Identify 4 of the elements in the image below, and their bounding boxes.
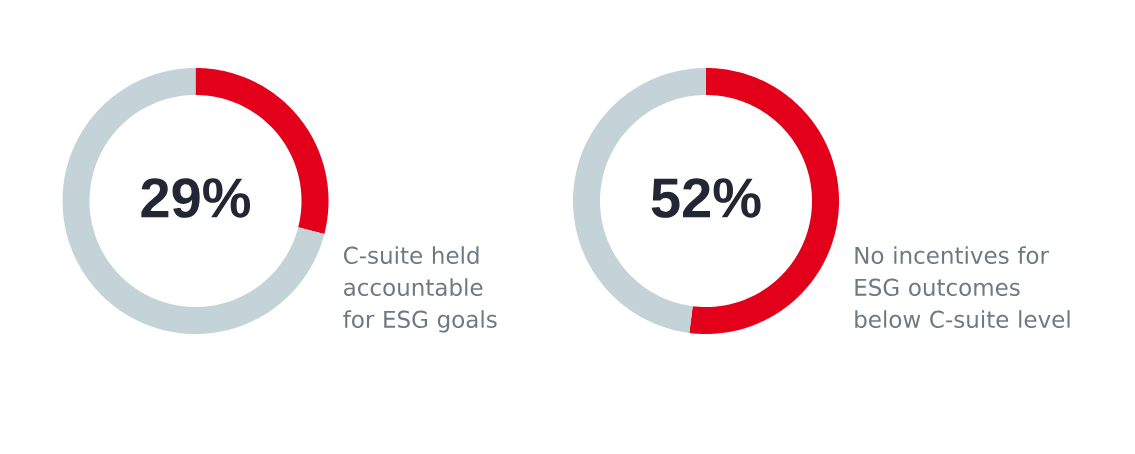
text: No incentives for ESG outcomes below C-suite level	[855, 246, 1070, 328]
data-label: 29%	[141, 178, 251, 218]
text: C-suite held accountable for ESG goals	[343, 246, 497, 333]
data-label: 52%	[651, 178, 761, 218]
